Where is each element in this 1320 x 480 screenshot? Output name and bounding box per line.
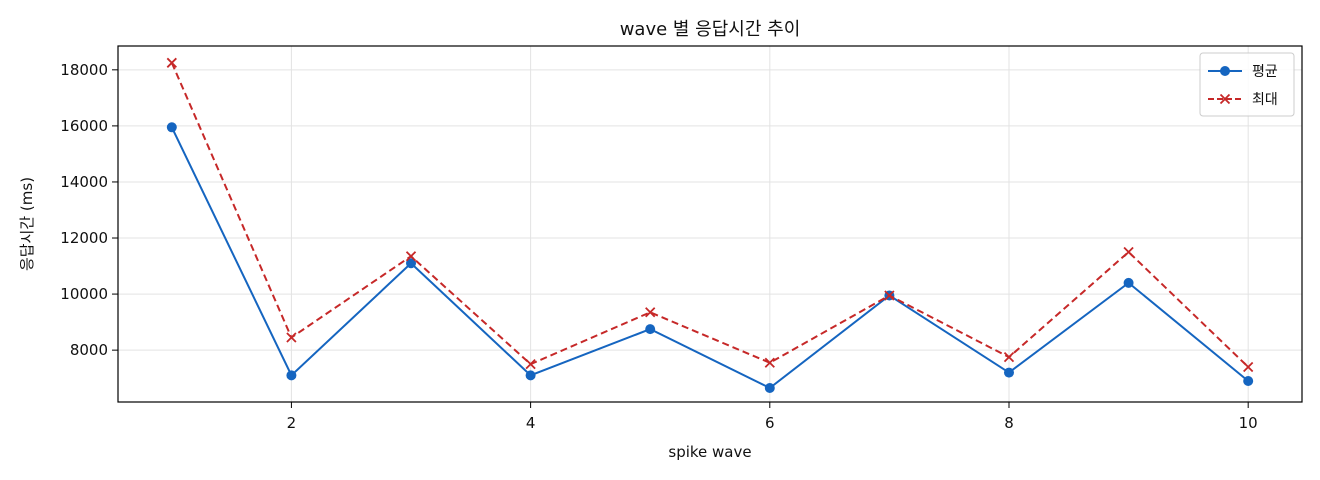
data-point xyxy=(405,251,417,262)
grid-layer xyxy=(118,46,1302,402)
data-point xyxy=(525,370,536,381)
y-tick-label: 18000 xyxy=(60,61,108,79)
plot-frame xyxy=(117,45,1303,403)
data-point xyxy=(1123,277,1134,288)
series-max xyxy=(166,57,1254,373)
ticks-layer: 2 4 6 8 10 8000 10000 12000 14000 16000 18000 xyxy=(60,61,1257,432)
series-line xyxy=(170,126,1249,390)
data-point xyxy=(166,122,177,133)
legend-box xyxy=(1199,52,1295,117)
data-point xyxy=(1003,367,1014,378)
data-point xyxy=(645,307,656,318)
x-tick-label: 10 xyxy=(1239,414,1258,432)
data-point xyxy=(884,290,895,301)
y-axis-label: 응답시간 (ms) xyxy=(18,177,36,271)
x-tick-label: 6 xyxy=(765,414,775,432)
data-point xyxy=(764,357,775,368)
y-tick-label: 14000 xyxy=(60,173,108,191)
legend-item: 최대 xyxy=(1208,92,1278,108)
data-point xyxy=(286,332,297,343)
data-point xyxy=(1003,352,1015,363)
legend-label: 최대 xyxy=(1252,92,1278,108)
x-tick-label: 8 xyxy=(1004,414,1014,432)
x-tick-label: 4 xyxy=(526,414,536,432)
data-point xyxy=(1243,361,1254,373)
data-point xyxy=(645,324,656,335)
y-tick-label: 16000 xyxy=(60,117,108,135)
data-point xyxy=(525,359,536,370)
y-tick-label: 8000 xyxy=(70,341,108,359)
series-mean xyxy=(166,122,1254,393)
series-layer xyxy=(166,57,1254,393)
series-line xyxy=(170,62,1249,368)
data-point xyxy=(286,370,297,381)
legend-item: 평균 xyxy=(1208,64,1278,80)
data-point xyxy=(1123,246,1134,258)
y-tick-label: 12000 xyxy=(60,229,108,247)
data-point xyxy=(1243,375,1254,386)
x-axis-label: spike wave xyxy=(668,443,751,461)
legend-label: 평균 xyxy=(1252,64,1278,80)
legend-marker xyxy=(1220,66,1230,76)
legend-marker xyxy=(1219,93,1231,105)
data-point xyxy=(406,258,417,269)
data-point xyxy=(764,382,775,393)
data-point xyxy=(166,57,177,68)
chart-title: wave 별 응답시간 추이 xyxy=(620,19,801,40)
x-tick-label: 2 xyxy=(287,414,297,432)
y-tick-label: 10000 xyxy=(60,285,108,303)
